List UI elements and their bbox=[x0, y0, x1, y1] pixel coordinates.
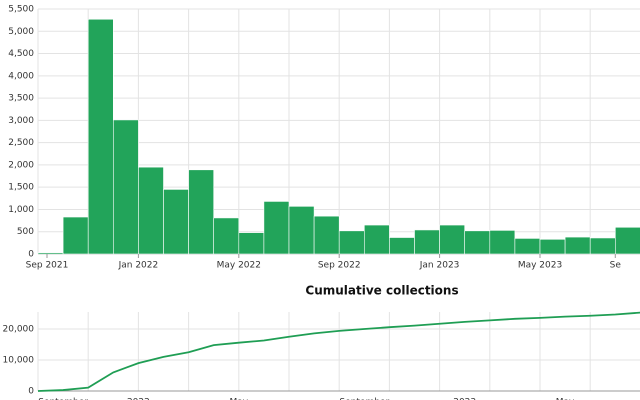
y-tick-label: 500 bbox=[17, 227, 34, 237]
bar bbox=[163, 189, 189, 255]
y-tick-label: 0 bbox=[28, 250, 34, 260]
bar bbox=[439, 224, 466, 255]
bar bbox=[113, 119, 139, 255]
y-tick-label: 0 bbox=[28, 387, 34, 397]
bar bbox=[464, 230, 491, 255]
bar bbox=[389, 237, 415, 255]
y-tick-label: 5,000 bbox=[8, 27, 34, 37]
x-tick-label: Sep 2022 bbox=[318, 261, 361, 271]
bar bbox=[288, 206, 315, 255]
y-tick-label: 4,000 bbox=[8, 71, 34, 81]
bar bbox=[414, 229, 440, 255]
y-tick-label: 10,000 bbox=[3, 356, 35, 366]
chart-title: Cumulative collections bbox=[305, 284, 458, 298]
bar bbox=[338, 230, 365, 255]
bar bbox=[62, 216, 89, 255]
y-tick-label: 4,500 bbox=[8, 49, 34, 59]
x-tick-label: Jan 2022 bbox=[118, 261, 159, 271]
x-tick-label: May bbox=[229, 398, 248, 400]
y-tick-label: 1,000 bbox=[8, 205, 34, 215]
bar bbox=[313, 215, 340, 255]
y-tick-label: 5,500 bbox=[8, 5, 34, 15]
y-tick-label: 2,000 bbox=[8, 160, 34, 170]
x-tick-label: May 2023 bbox=[518, 261, 562, 271]
x-tick-label: May bbox=[556, 398, 575, 400]
x-tick-label: Jan 2023 bbox=[419, 261, 460, 271]
x-tick-label: May 2022 bbox=[217, 261, 261, 271]
bar bbox=[138, 166, 164, 255]
x-tick-label: Sep 2021 bbox=[26, 261, 69, 271]
y-tick-label: 1,500 bbox=[8, 183, 34, 193]
y-tick-label: 3,000 bbox=[8, 116, 34, 126]
bar bbox=[489, 230, 516, 255]
bar bbox=[614, 226, 640, 255]
bar bbox=[238, 232, 265, 255]
bar bbox=[564, 236, 591, 255]
bar bbox=[87, 18, 114, 255]
x-tick-label: Se bbox=[610, 261, 622, 271]
x-tick-label: 2022 bbox=[127, 398, 150, 400]
bar bbox=[37, 252, 64, 255]
x-tick-label: September bbox=[38, 398, 88, 400]
bar bbox=[263, 201, 290, 255]
x-tick-label: 2023 bbox=[453, 398, 476, 400]
bar bbox=[589, 237, 616, 255]
x-tick-label: September bbox=[339, 398, 389, 400]
bar bbox=[514, 238, 541, 255]
bar bbox=[539, 239, 566, 255]
bar bbox=[213, 217, 240, 255]
bar bbox=[363, 224, 390, 255]
line bbox=[37, 311, 640, 392]
y-tick-label: 20,000 bbox=[3, 325, 35, 335]
bar bbox=[188, 169, 215, 255]
y-tick-label: 2,500 bbox=[8, 138, 34, 148]
y-tick-label: 3,500 bbox=[8, 94, 34, 104]
